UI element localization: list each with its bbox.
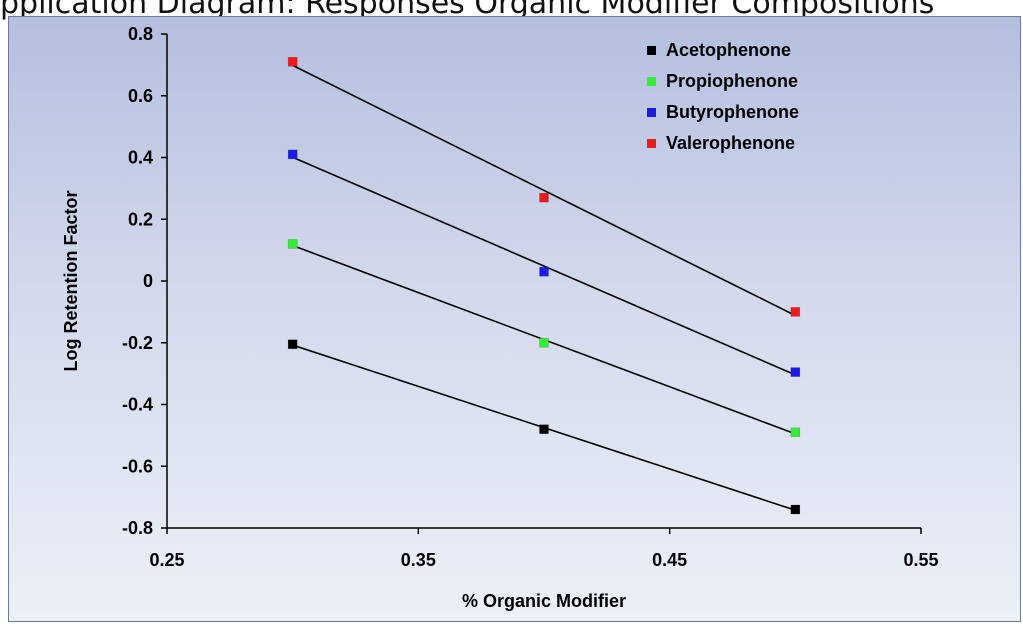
data-point-butyrophenone [287, 149, 298, 160]
legend-label-propiophenone: Propiophenone [666, 71, 798, 91]
y-axis-title: Log Retention Factor [61, 191, 81, 372]
data-point-propiophenone [790, 427, 801, 438]
legend-label-butyrophenone: Butyrophenone [666, 102, 799, 122]
x-tick-label: 0.45 [652, 550, 687, 570]
y-tick-label: 0.8 [128, 24, 153, 44]
legend-marker-acetophenone [647, 46, 656, 55]
tick-labels: 0.8 0.6 0.4 0.2 0 -0.2 -0.4 -0.6 -0.8 0.25 0.35 0.4… [122, 24, 939, 570]
data-point-valerophenone [287, 57, 298, 67]
y-tick-label: -0.4 [122, 395, 153, 415]
chart-frame: 0.8 0.6 0.4 0.2 0 -0.2 -0.4 -0.6 -0.8 0.25 0.35 0.4… [8, 16, 1021, 622]
legend-marker-valerophenone [647, 139, 656, 148]
y-tick-label: 0.4 [128, 148, 153, 168]
data-point-valerophenone [790, 307, 801, 317]
y-tick-label: 0.2 [128, 209, 153, 229]
y-tick-label: 0 [143, 271, 153, 291]
data-point-acetophenone [539, 424, 549, 434]
y-tick-label: -0.2 [122, 333, 153, 353]
y-tick-label: -0.6 [122, 456, 153, 476]
y-tick-label: -0.8 [122, 518, 153, 538]
legend-label-acetophenone: Acetophenone [666, 40, 791, 60]
legend-marker-propiophenone [647, 77, 656, 86]
data-point-propiophenone [287, 239, 298, 249]
legend-marker-butyrophenone [647, 108, 656, 117]
chart-svg: 0.8 0.6 0.4 0.2 0 -0.2 -0.4 -0.6 -0.8 0.25 0.35 0.4… [61, 24, 939, 611]
data-point-acetophenone [287, 339, 298, 350]
axes [161, 33, 922, 534]
legend: Acetophenone Propiophenone Butyrophenone Va… [647, 40, 799, 153]
data-points [287, 57, 801, 515]
legend-label-valerophenone: Valerophenone [666, 133, 795, 153]
trendline-butyrophenone [292, 156, 796, 376]
data-point-valerophenone [539, 192, 549, 203]
x-tick-label: 0.55 [903, 550, 938, 570]
data-point-butyrophenone [539, 266, 549, 277]
x-tick-label: 0.25 [149, 550, 184, 570]
data-point-butyrophenone [790, 367, 801, 377]
data-point-propiophenone [539, 338, 549, 348]
x-tick-label: 0.35 [401, 550, 436, 570]
x-axis-title: % Organic Modifier [462, 591, 626, 611]
y-tick-label: 0.6 [128, 86, 153, 106]
header-text: pplication Diagram: Responses Organic Mo… [0, 0, 935, 20]
data-point-acetophenone [790, 504, 801, 515]
trendline-valerophenone [292, 64, 796, 317]
